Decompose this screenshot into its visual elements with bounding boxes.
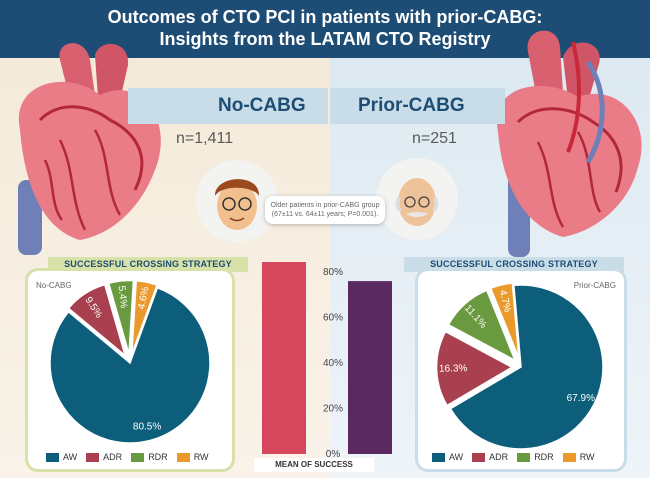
legend-item-aw: AW — [432, 452, 463, 462]
prior-cabg-n: n=251 — [412, 130, 457, 147]
legend-item-aw: AW — [46, 452, 77, 462]
title-line-1: Outcomes of CTO PCI in patients with pri… — [107, 7, 543, 27]
young-patient-avatar — [196, 160, 278, 242]
no-cabg-pie-chart: 80.5%9.5% 5.4% 4.6% — [49, 279, 211, 444]
pie-slice-aw — [49, 286, 211, 444]
no-cabg-panel-label: No-CABG — [36, 281, 72, 290]
no-cabg-pie-panel: No-CABG 80.5% 9.5% 5.4% 4.6% — [28, 271, 232, 469]
pie-label-rw: 4.6% — [136, 286, 151, 311]
older-patient-avatar — [376, 158, 458, 240]
legend-swatch — [517, 452, 531, 462]
y-tick-label: 20% — [323, 404, 343, 415]
title-line-2: Insights from the LATAM CTO Registry — [159, 29, 491, 49]
legend-item-rdr: RDR — [517, 452, 554, 462]
legend-swatch — [46, 452, 59, 462]
pie-slice-rw — [131, 279, 158, 355]
prior-cabg-pie-chart: 67.9%16.3%11.1%4.7% — [435, 282, 604, 450]
pie-slice-rdr — [107, 279, 135, 355]
y-tick-label: 80% — [323, 267, 343, 278]
legend-swatch — [562, 452, 576, 462]
pie-slice-aw — [449, 284, 604, 450]
bar-prior-cabg — [348, 281, 392, 454]
pie-slice-adr — [435, 330, 514, 407]
legend-label: RW — [193, 452, 209, 462]
pie-label-aw: 67.9% — [567, 393, 595, 404]
legend-item-rw: RW — [176, 452, 209, 462]
mean-success-bar-chart: 0% 20% 40% 60% 80% — [262, 262, 392, 460]
pie-slice-adr — [67, 283, 127, 358]
older-face-icon — [395, 178, 439, 226]
legend-label: RDR — [148, 452, 168, 462]
young-face-icon — [214, 179, 260, 230]
right-heart-illustration — [496, 30, 642, 257]
y-tick-label: 40% — [323, 358, 343, 369]
no-cabg-n: n=1,411 — [176, 130, 234, 147]
legend-item-adr: ADR — [86, 452, 122, 462]
legend-swatch — [176, 452, 190, 462]
legend-label: ADR — [489, 452, 509, 462]
bar-no-cabg — [262, 262, 306, 454]
legend-swatch — [131, 452, 145, 462]
no-cabg-strategy-title: SUCCESSFUL CROSSING STRATEGY — [48, 257, 248, 272]
pie-label-aw: 80.5% — [133, 421, 161, 432]
y-tick-label: 0% — [326, 449, 341, 460]
legend-label: AW — [449, 452, 464, 462]
age-annotation: Older patients in prior-CABG group (67±1… — [265, 196, 385, 224]
no-cabg-tab: No-CABG — [128, 88, 328, 124]
prior-cabg-legend: AW ADR RDR RW — [432, 452, 595, 462]
no-cabg-legend: AW ADR RDR RW — [46, 452, 209, 462]
legend-item-adr: ADR — [472, 452, 508, 462]
left-heart-illustration — [18, 43, 161, 255]
legend-label: AW — [63, 452, 78, 462]
pie-slice-rw — [489, 282, 520, 359]
legend-label: ADR — [103, 452, 123, 462]
pie-label-rw: 4.7% — [497, 289, 513, 314]
legend-swatch — [86, 452, 100, 462]
legend-swatch — [432, 452, 445, 462]
bar-chart-title: MEAN OF SUCCESS — [254, 458, 374, 472]
prior-cabg-panel-label: Prior-CABG — [573, 281, 616, 290]
y-tick-label: 60% — [323, 313, 343, 324]
prior-cabg-tab: Prior-CABG — [330, 88, 505, 124]
pie-slice-rdr — [447, 289, 517, 362]
legend-label: RDR — [534, 452, 554, 462]
prior-cabg-pie-panel: Prior-CABG 67.9% 16.3% 11.1% 4.7% — [418, 271, 624, 469]
prior-cabg-strategy-title: SUCCESSFUL CROSSING STRATEGY — [404, 257, 624, 272]
pie-label-rdr: 5.4% — [116, 285, 129, 309]
pie-label-adr: 16.3% — [439, 363, 468, 375]
legend-item-rw: RW — [562, 452, 595, 462]
legend-item-rdr: RDR — [131, 452, 168, 462]
legend-swatch — [472, 452, 486, 462]
legend-label: RW — [579, 452, 595, 462]
